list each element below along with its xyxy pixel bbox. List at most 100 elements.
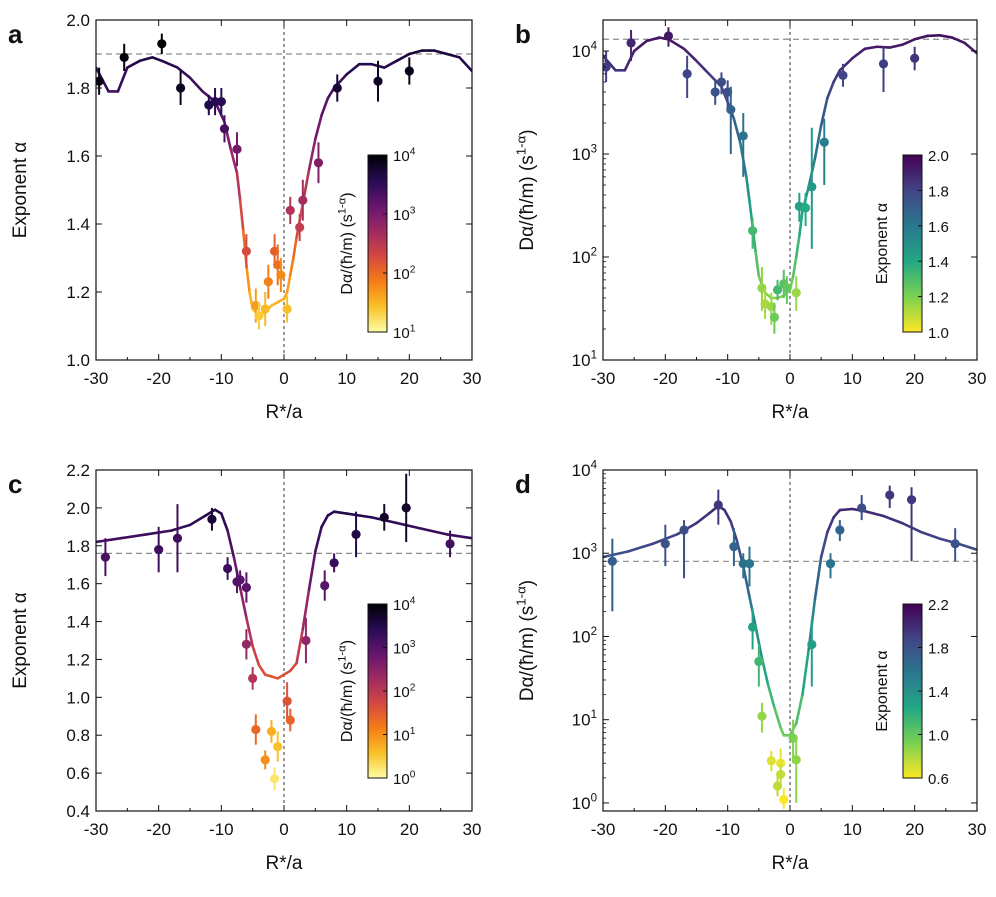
x-axis-label: R*/a xyxy=(266,402,303,423)
x-tick-label: -30 xyxy=(84,369,109,388)
data-point xyxy=(807,639,817,650)
data-point xyxy=(232,144,242,154)
data-point xyxy=(663,31,674,41)
y-axis-label: Dα/(ħ/m) (s1-α) xyxy=(513,580,538,701)
data-point xyxy=(766,756,776,766)
curve-segment xyxy=(382,59,399,69)
colorbar-title: Exponent α xyxy=(874,203,891,284)
data-point xyxy=(254,311,264,321)
data-point xyxy=(373,76,383,86)
data-point xyxy=(906,495,917,505)
curve-segment xyxy=(900,37,916,47)
y-tick-label: 1.2 xyxy=(66,283,90,302)
x-axis-label: R*/a xyxy=(266,853,303,874)
curve-segment xyxy=(794,693,804,725)
curve-segment xyxy=(320,514,330,529)
curve-segment xyxy=(119,533,148,540)
curve-segment xyxy=(408,49,424,56)
colorbar-tick-label: 101 xyxy=(393,726,416,745)
data-point xyxy=(776,758,786,768)
curve-segment xyxy=(238,586,248,620)
x-tick-label: 20 xyxy=(905,369,924,388)
y-tick-label: 2.2 xyxy=(66,461,90,480)
y-tick-label: 100 xyxy=(572,792,597,813)
curve-segment xyxy=(160,59,179,69)
data-point xyxy=(769,312,780,322)
x-tick-label: 10 xyxy=(843,369,862,388)
colorbar-title: Exponent α xyxy=(874,650,891,731)
curve-segment xyxy=(794,234,801,259)
y-tick-label: 103 xyxy=(572,143,597,164)
curve-segment xyxy=(320,96,330,117)
curve-segment xyxy=(603,54,617,72)
data-point xyxy=(819,137,829,147)
curve-segment xyxy=(745,175,751,203)
y-tick-label: 1.2 xyxy=(66,650,90,669)
y-tick-label: 1.0 xyxy=(66,688,90,707)
data-point xyxy=(825,559,836,569)
data-point xyxy=(176,83,186,93)
data-point xyxy=(157,39,167,49)
y-tick-label: 101 xyxy=(572,349,597,370)
data-point xyxy=(260,755,270,765)
panel-letter: b xyxy=(515,19,531,49)
x-tick-label: -10 xyxy=(715,820,740,839)
x-tick-label: 30 xyxy=(968,369,987,388)
curve-segment xyxy=(667,37,686,51)
curve-segment xyxy=(307,550,317,591)
data-point xyxy=(772,285,783,295)
x-tick-label: -20 xyxy=(653,369,678,388)
curve-segment xyxy=(832,68,842,84)
data-point xyxy=(748,622,758,632)
colorbar-tick-label: 1.4 xyxy=(928,684,949,701)
x-tick-label: 30 xyxy=(968,820,987,839)
x-tick-label: -10 xyxy=(209,369,234,388)
curve-segment xyxy=(188,76,204,93)
data-point xyxy=(744,559,755,569)
x-tick-label: 0 xyxy=(785,369,794,388)
x-tick-label: 0 xyxy=(785,820,794,839)
curve-segment xyxy=(623,49,636,72)
colorbar xyxy=(902,154,923,333)
curve-segment xyxy=(798,209,804,238)
curve-segment xyxy=(723,508,733,523)
data-point xyxy=(835,525,845,535)
curve-segment xyxy=(963,41,977,55)
data-point xyxy=(241,639,251,649)
curve-segment xyxy=(138,56,154,63)
data-point xyxy=(729,542,739,552)
x-tick-label: -20 xyxy=(653,820,678,839)
curve-segment xyxy=(838,507,854,512)
data-point xyxy=(351,529,361,540)
colorbar-tick-label: 2.0 xyxy=(928,148,949,165)
colorbar-title: Dα/(ħ/m) (s1-α) xyxy=(337,192,356,294)
curve-segment xyxy=(433,49,449,56)
colorbar-tick-label: 1.8 xyxy=(928,641,949,658)
data-point xyxy=(219,124,230,134)
curve-segment xyxy=(741,564,751,599)
data-point xyxy=(607,556,617,566)
curve-segment xyxy=(832,508,842,519)
y-axis-label: Exponent α xyxy=(10,142,31,239)
curve-segment xyxy=(314,525,323,553)
data-point xyxy=(738,131,748,141)
y-tick-label: 2.0 xyxy=(66,11,90,30)
curve-segment xyxy=(332,510,348,515)
y-tick-label: 0.6 xyxy=(66,764,90,783)
curve-segment xyxy=(925,34,941,38)
data-point xyxy=(910,53,920,63)
y-axis-label: Exponent α xyxy=(10,592,31,689)
curve-segment xyxy=(632,39,648,53)
data-points xyxy=(100,473,455,791)
data-point xyxy=(301,635,311,646)
y-tick-label: 1.6 xyxy=(66,575,90,594)
curve-segment xyxy=(285,273,292,294)
colorbar-tick-label: 1.0 xyxy=(928,325,949,342)
curve-segment xyxy=(288,661,298,673)
curve-segment xyxy=(395,521,424,531)
x-tick-label: 0 xyxy=(279,369,288,388)
y-tick-label: 2.0 xyxy=(66,499,90,518)
data-point xyxy=(266,726,277,737)
colorbar-title: Dα/(ħ/m) (s1-α) xyxy=(337,640,356,742)
curve-segment xyxy=(801,648,811,696)
